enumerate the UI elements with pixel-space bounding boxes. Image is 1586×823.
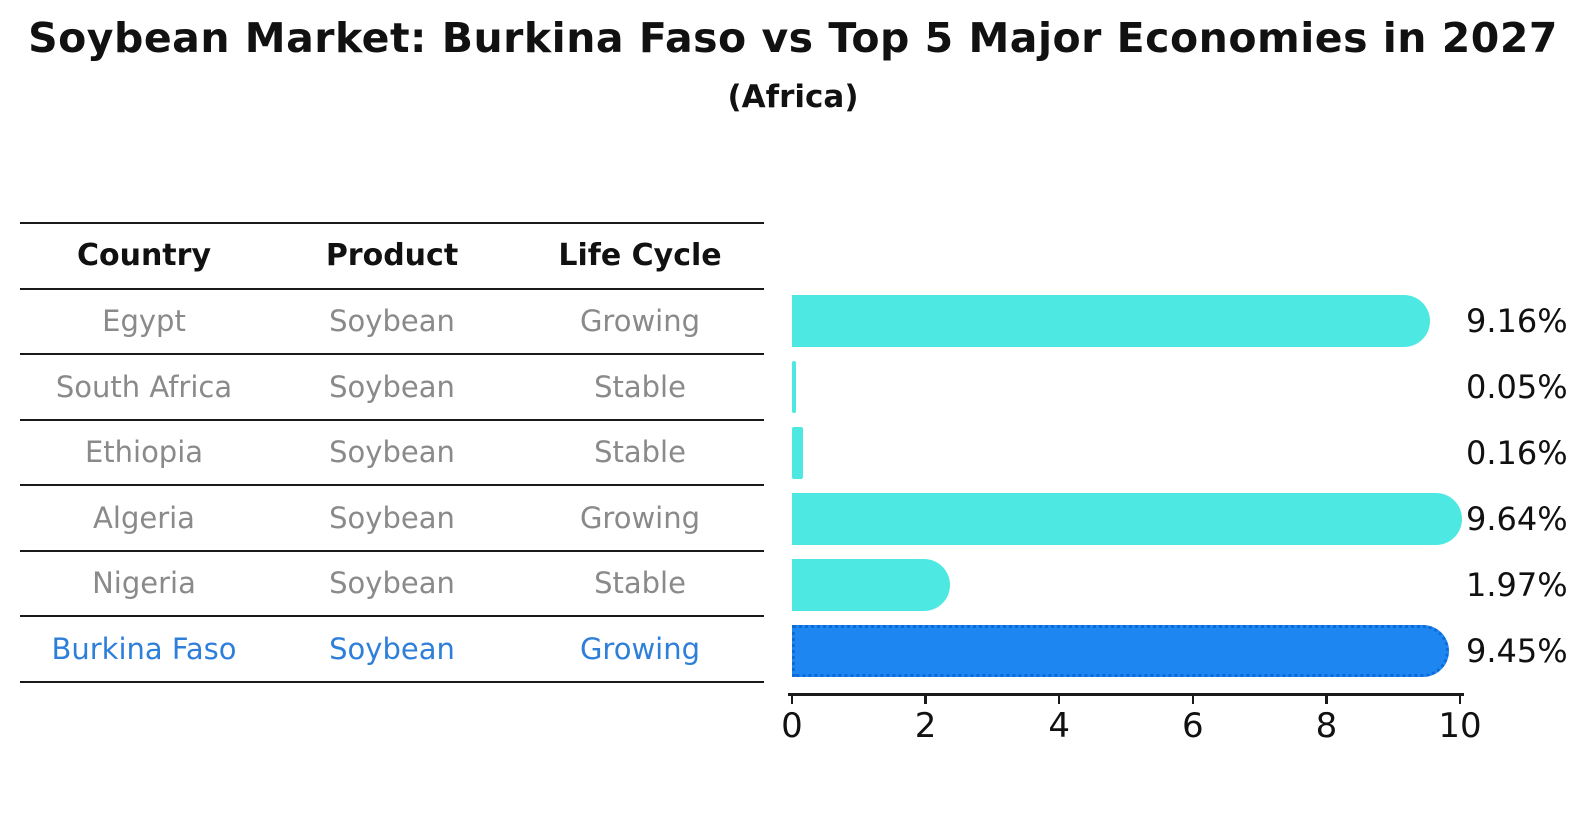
cell-country: South Africa [55, 369, 233, 404]
cell-life-cycle: Growing [579, 631, 701, 666]
bar-ethiopia [792, 427, 803, 479]
table-row-burkina-faso: Burkina Faso Soybean Growing [20, 617, 764, 683]
column-header-product: Product [325, 238, 459, 274]
bar-value-label-nigeria: 1.97% [1466, 566, 1568, 604]
cell-product: Soybean [329, 566, 455, 601]
x-axis-tick-10 [1458, 695, 1462, 704]
bar-burkina-faso [792, 625, 1450, 677]
bar-egypt [792, 295, 1430, 347]
country-table: Country Product Life Cycle Egypt Soybean G… [20, 222, 764, 683]
cell-product: Soybean [329, 631, 455, 666]
bar-value-label-burkina-faso: 9.45% [1466, 632, 1568, 670]
bar-value-label-algeria: 9.64% [1466, 500, 1568, 538]
table-row-algeria: Algeria Soybean Growing [20, 486, 764, 552]
column-header-country: Country [76, 238, 212, 274]
table-row-egypt: Egypt Soybean Growing [20, 290, 764, 355]
table-row-south-africa: South Africa Soybean Stable [20, 355, 764, 421]
cell-country: Egypt [102, 304, 186, 339]
x-axis-tick-6 [1191, 695, 1195, 704]
x-axis-tick-label-6: 6 [1181, 706, 1204, 746]
cell-product: Soybean [329, 369, 455, 404]
cell-life-cycle: Stable [594, 435, 686, 470]
cell-life-cycle: Stable [594, 369, 686, 404]
cell-product: Soybean [329, 500, 455, 535]
x-axis-tick-label-4: 4 [1048, 706, 1070, 746]
chart-title: Soybean Market: Burkina Faso vs Top 5 Ma… [28, 14, 1558, 62]
cell-life-cycle: Stable [594, 566, 686, 601]
x-axis-tick-label-10: 10 [1438, 706, 1482, 746]
bar-value-label-ethiopia: 0.16% [1466, 434, 1568, 472]
x-axis-tick-2 [924, 695, 927, 704]
bar-algeria [792, 493, 1462, 545]
bar-value-label-egypt: 9.16% [1466, 302, 1568, 340]
x-axis-tick-4 [1057, 695, 1061, 704]
cell-country: Algeria [93, 500, 195, 535]
cell-country: Ethiopia [84, 435, 204, 470]
table-row-nigeria: Nigeria Soybean Stable [20, 552, 764, 617]
cell-life-cycle: Growing [579, 500, 701, 535]
x-axis-tick-label-0: 0 [781, 706, 803, 746]
cell-country: Nigeria [92, 566, 196, 601]
cell-life-cycle: Growing [579, 304, 701, 339]
cell-product: Soybean [329, 435, 455, 470]
table-body: Egypt Soybean Growing South Africa Soybean St… [20, 290, 764, 683]
bar-nigeria [792, 559, 950, 611]
x-axis-tick-label-8: 8 [1315, 706, 1338, 746]
column-header-life-cycle: Life Cycle [558, 238, 722, 274]
bar-south-africa [792, 361, 796, 413]
x-axis-tick-8 [1325, 695, 1328, 704]
x-axis-tick-0 [790, 695, 794, 704]
cell-country: Burkina Faso [51, 631, 237, 666]
cell-product: Soybean [329, 304, 455, 339]
table-row-ethiopia: Ethiopia Soybean Stable [20, 421, 764, 486]
x-axis-tick-label-2: 2 [914, 706, 937, 746]
table-header-row: Country Product Life Cycle [20, 224, 764, 290]
x-axis-line [788, 693, 1464, 696]
chart-subtitle: (Africa) [727, 79, 859, 115]
bar-value-label-south-africa: 0.05% [1466, 368, 1568, 406]
